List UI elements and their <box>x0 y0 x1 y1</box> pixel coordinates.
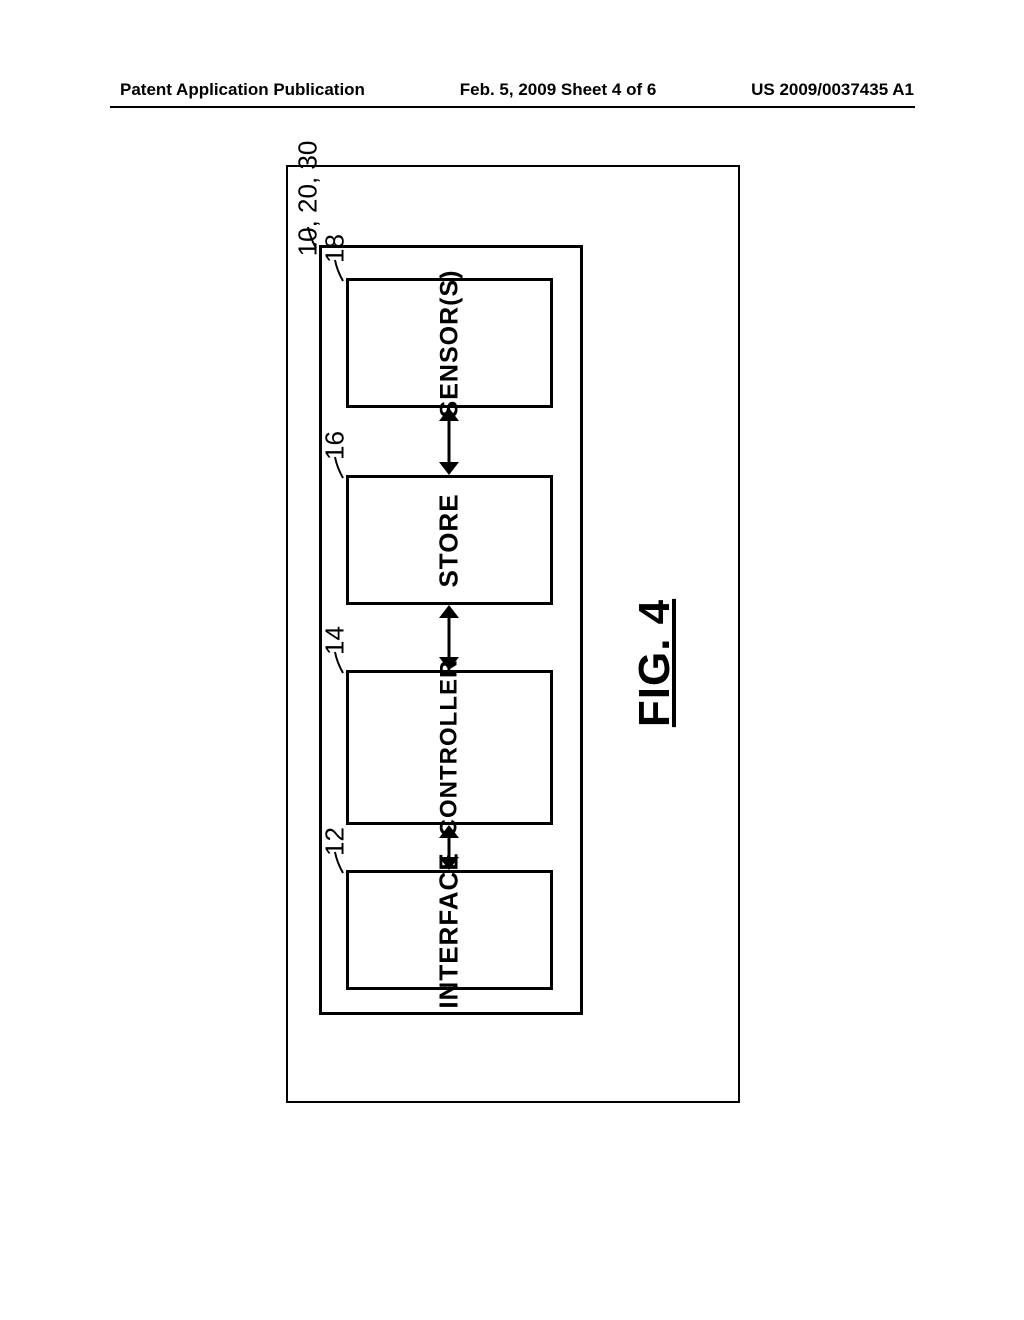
lead-line-interface <box>331 848 347 877</box>
block-store: STORE <box>346 475 553 605</box>
connector-interface-controller <box>437 825 461 870</box>
page: Patent Application Publication Feb. 5, 2… <box>0 0 1024 1320</box>
lead-line-sensors <box>331 256 347 285</box>
figure-caption: FIG. 4 <box>630 593 680 733</box>
block-interface: INTERFACE <box>346 870 553 990</box>
block-controller: CONTROLLER <box>346 670 553 825</box>
block-sensors: SENSOR(S) <box>346 278 553 408</box>
connector-controller-store <box>437 605 461 670</box>
lead-line-controller <box>331 648 347 677</box>
block-sensors-label: SENSOR(S) <box>435 269 464 417</box>
connector-store-sensors <box>437 408 461 475</box>
block-controller-label: CONTROLLER <box>436 659 464 836</box>
header-right: US 2009/0037435 A1 <box>751 80 914 100</box>
block-store-label: STORE <box>434 493 465 587</box>
block-interface-label: INTERFACE <box>434 852 465 1008</box>
header-rule <box>110 106 915 108</box>
lead-line-store <box>331 453 347 482</box>
lead-line-system <box>304 223 320 252</box>
page-header: Patent Application Publication Feb. 5, 2… <box>0 80 1024 100</box>
header-left: Patent Application Publication <box>120 80 365 100</box>
header-center: Feb. 5, 2009 Sheet 4 of 6 <box>460 80 657 100</box>
